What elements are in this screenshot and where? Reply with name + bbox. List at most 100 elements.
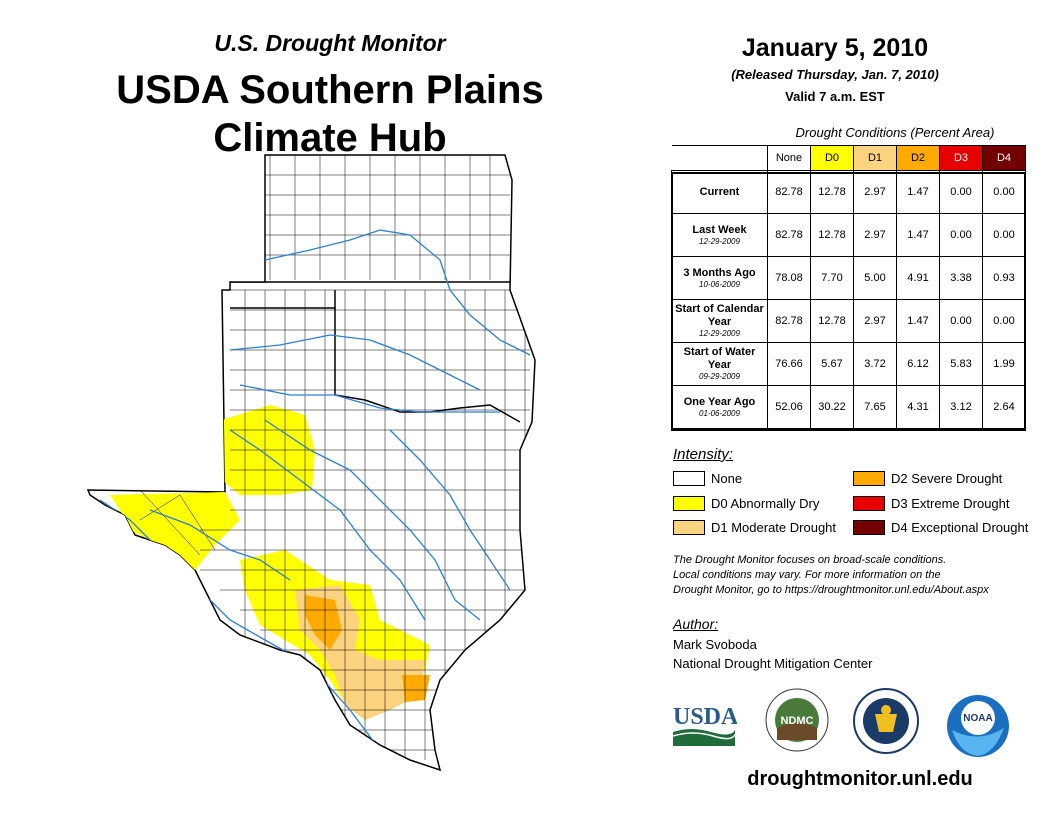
row-label: One Year Ago 01-06-2009 [671,385,768,429]
ndmc-logo: NDMC [765,688,829,752]
commerce-seal-logo [853,688,919,754]
row-label: Start of Water Year 09-29-2009 [671,342,768,386]
col-header-d4: D4 [982,145,1026,171]
d2-coastal-area [402,675,430,702]
d2-edwards-area [305,595,342,650]
row-label: Start of Calendar Year 12-29-2009 [671,299,768,343]
noaa-logo: NOAA [947,695,1009,757]
cell: 0.00 [982,213,1026,257]
cell: 0.00 [939,170,983,214]
legend-item-d0: D0 Abnormally Dry [673,496,819,511]
cell: 1.47 [896,213,940,257]
cell: 12.78 [810,170,854,214]
cell: 12.78 [810,213,854,257]
cell: 3.12 [939,385,983,429]
cell: 5.83 [939,342,983,386]
legend-title: Intensity: [673,446,734,463]
map-date: January 5, 2010 [741,34,929,62]
cell: 1.47 [896,170,940,214]
cell: 2.97 [853,170,897,214]
title-line-2: Climate Hub [213,116,447,160]
legend-swatch [673,471,705,486]
col-header-none: None [767,145,811,171]
d0-trans-pecos-area [110,492,240,590]
legend-item-d2: D2 Severe Drought [853,471,1002,486]
rivers [99,229,531,751]
cell: 1.99 [982,342,1026,386]
cell: 78.08 [767,256,811,300]
note-line: The Drought Monitor focuses on broad-sca… [673,554,947,566]
cell: 0.00 [982,299,1026,343]
title-line-1: USDA Southern Plains [116,68,544,112]
cell: 0.00 [939,213,983,257]
cell: 3.72 [853,342,897,386]
cell: 6.12 [896,342,940,386]
pecos-river [149,509,291,581]
canadian-river [229,334,481,391]
table-row: One Year Ago 01-06-2009 52.06 30.22 7.65 … [671,385,1026,429]
release-date: (Released Thursday, Jan. 7, 2010) [731,67,939,82]
table-row: Current 82.78 12.78 2.97 1.47 0.00 0.00 [671,170,1026,214]
usda-logo: USDA [672,704,737,746]
author-name: Mark Svoboda [673,637,757,652]
cell: 5.00 [853,256,897,300]
cell: 30.22 [810,385,854,429]
row-label: 3 Months Ago 10-06-2009 [671,256,768,300]
cell: 4.31 [896,385,940,429]
legend-swatch [673,520,705,535]
valid-time: Valid 7 a.m. EST [785,89,885,104]
legend-swatch [853,496,885,511]
author-title: Author: [673,616,719,632]
legend-swatch [853,520,885,535]
colorado-river [229,429,426,621]
cell: 82.78 [767,299,811,343]
legend-item-d4: D4 Exceptional Drought [853,520,1028,535]
footer-url[interactable]: droughtmonitor.unl.edu [747,768,973,790]
cell: 0.93 [982,256,1026,300]
cell: 1.47 [896,299,940,343]
cell: 0.00 [982,170,1026,214]
col-header-d1: D1 [853,145,897,171]
cell: 2.97 [853,299,897,343]
brazos-river [264,419,481,621]
cell: 76.66 [767,342,811,386]
col-header-d3: D3 [939,145,983,171]
cell: 82.78 [767,170,811,214]
cell: 0.00 [939,299,983,343]
red-river [239,384,500,413]
legend-item-d3: D3 Extreme Drought [853,496,1010,511]
table-row: Start of Calendar Year 12-29-2009 82.78 1… [671,299,1026,343]
drought-map [86,154,536,772]
table-row: Last Week 12-29-2009 82.78 12.78 2.97 1.4… [671,213,1026,257]
cell: 52.06 [767,385,811,429]
cell: 12.78 [810,299,854,343]
legend-swatch [673,496,705,511]
table-row: 3 Months Ago 10-06-2009 78.08 7.70 5.00 4… [671,256,1026,300]
disclaimer-note: The Drought Monitor focuses on broad-sca… [673,553,1043,598]
trinity-river [389,429,511,591]
map-subtitle: U.S. Drought Monitor [214,30,446,56]
col-header-d0: D0 [810,145,854,171]
svg-text:NDMC: NDMC [781,715,814,727]
cell: 2.97 [853,213,897,257]
legend-item-none: None [673,471,742,486]
svg-text:NOAA: NOAA [963,713,992,724]
county-lines [139,155,530,760]
row-label: Current [671,170,768,214]
table-row: Start of Water Year 09-29-2009 76.66 5.67… [671,342,1026,386]
cell: 7.65 [853,385,897,429]
legend-swatch [853,471,885,486]
cell: 4.91 [896,256,940,300]
svg-text:USDA: USDA [673,704,737,730]
col-header-d2: D2 [896,145,940,171]
note-line: Local conditions may vary. For more info… [673,569,941,581]
table-title: Drought Conditions (Percent Area) [795,125,995,140]
row-label: Last Week 12-29-2009 [671,213,768,257]
drought-conditions-table: None D0 D1 D2 D3 D4 Current 82.78 12.78 … [671,145,1026,429]
cell: 82.78 [767,213,811,257]
cell: 3.38 [939,256,983,300]
arkansas-river [264,229,531,356]
table-header-row: None D0 D1 D2 D3 D4 [671,145,1026,171]
cell: 2.64 [982,385,1026,429]
map-title: USDA Southern Plains Climate Hub [60,66,600,162]
